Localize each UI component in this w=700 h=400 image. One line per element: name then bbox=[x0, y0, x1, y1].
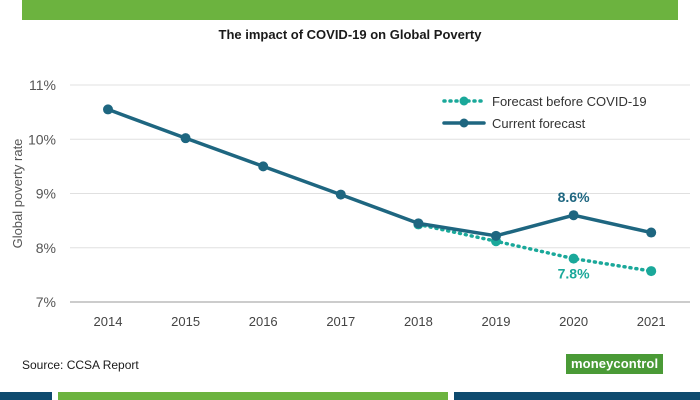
data-point-pre-covid bbox=[646, 266, 657, 277]
data-point-current bbox=[258, 161, 269, 172]
y-tick-label: 9% bbox=[36, 186, 56, 202]
y-tick-label: 8% bbox=[36, 240, 56, 256]
y-axis-label: Global poverty rate bbox=[10, 139, 25, 249]
data-point-current bbox=[335, 189, 346, 200]
bottom-bar-right bbox=[454, 392, 700, 400]
x-tick-label: 2014 bbox=[94, 314, 123, 329]
x-tick-label: 2018 bbox=[404, 314, 433, 329]
bottom-bar-middle bbox=[58, 392, 448, 400]
data-point-current bbox=[646, 227, 657, 238]
data-label: 8.6% bbox=[558, 189, 590, 205]
top-accent-bar bbox=[22, 0, 678, 20]
legend-marker bbox=[459, 96, 469, 106]
bottom-bar-left bbox=[0, 392, 52, 400]
data-point-current bbox=[413, 218, 424, 229]
y-tick-label: 7% bbox=[36, 294, 56, 310]
x-tick-label: 2017 bbox=[326, 314, 355, 329]
chart-title: The impact of COVID-19 on Global Poverty bbox=[218, 27, 482, 42]
legend-label: Forecast before COVID-19 bbox=[492, 94, 647, 109]
y-tick-label: 10% bbox=[28, 131, 56, 147]
x-tick-label: 2019 bbox=[482, 314, 511, 329]
data-label: 7.8% bbox=[558, 266, 590, 282]
data-point-current bbox=[568, 210, 579, 221]
legend-label: Current forecast bbox=[492, 116, 586, 131]
moneycontrol-logo: moneycontrol bbox=[566, 354, 664, 374]
x-tick-label: 2016 bbox=[249, 314, 278, 329]
y-tick-label: 11% bbox=[29, 77, 56, 93]
legend-marker bbox=[459, 118, 469, 128]
x-tick-label: 2021 bbox=[637, 314, 666, 329]
x-tick-label: 2015 bbox=[171, 314, 200, 329]
series-line-pre-covid bbox=[416, 222, 653, 273]
x-tick-label: 2020 bbox=[559, 314, 588, 329]
series-line-current bbox=[106, 107, 653, 238]
source-note: Source: CCSA Report bbox=[22, 358, 139, 372]
data-point-pre-covid bbox=[568, 253, 579, 264]
data-point-current bbox=[103, 104, 113, 115]
data-point-current bbox=[180, 133, 191, 144]
data-point-current bbox=[491, 230, 501, 241]
